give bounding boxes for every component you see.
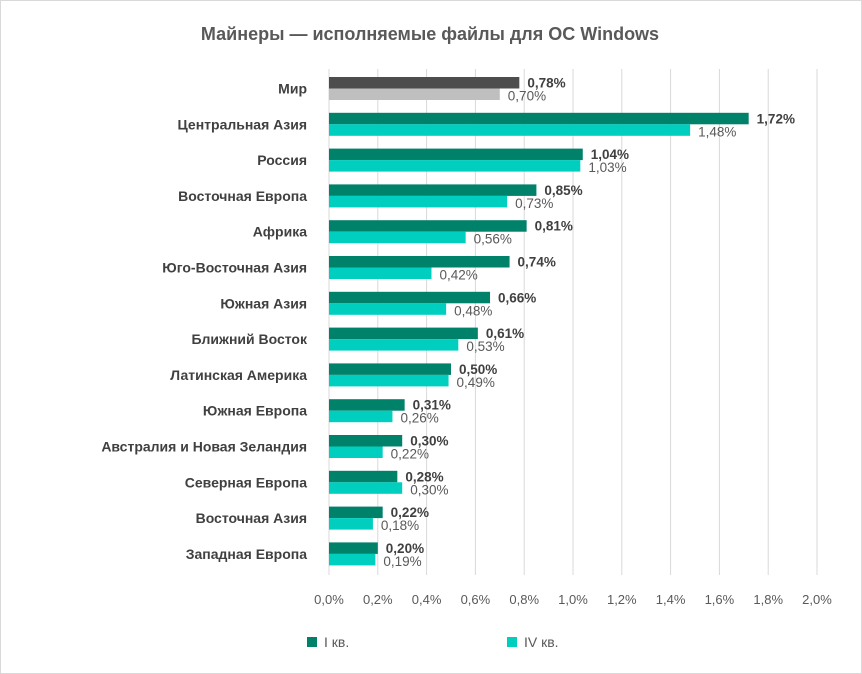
x-tick-label: 0,8% <box>509 592 539 607</box>
data-label-q1: 0,66% <box>498 290 536 305</box>
category-labels: Мир Центральная Азия Россия Восточная Европ… <box>101 81 308 562</box>
data-label-q4: 0,42% <box>439 268 477 283</box>
bar-q4 <box>329 374 449 387</box>
bar-q4 <box>329 446 383 458</box>
data-label-q1: 0,20% <box>386 541 424 556</box>
bar-q1 <box>329 435 403 447</box>
category-label: Центральная Азия <box>178 116 307 132</box>
legend-item-q1: I кв. <box>307 634 349 650</box>
x-tick-label: 0,4% <box>412 592 442 607</box>
x-tick-label: 0,2% <box>363 592 393 607</box>
bar-q4 <box>329 339 459 351</box>
legend-swatch-q4 <box>507 637 517 647</box>
data-label-q1: 0,50% <box>459 362 497 377</box>
data-label-q4: 0,73% <box>515 196 553 211</box>
category-label: Африка <box>253 224 308 240</box>
bar-q4 <box>329 303 447 315</box>
data-label-q4: 0,30% <box>410 482 448 497</box>
bar-q4 <box>329 88 500 100</box>
data-label-q4: 0,48% <box>454 303 492 318</box>
bar-q1 <box>329 220 527 232</box>
bar-q1 <box>329 184 537 196</box>
category-label: Юго-Восточная Азия <box>162 260 307 276</box>
data-label-q1: 0,78% <box>527 76 565 91</box>
data-label-q1: 0,30% <box>410 434 448 449</box>
x-tick-label: 2,0% <box>802 592 832 607</box>
category-label: Латинская Америка <box>170 367 307 383</box>
data-label-q1: 1,72% <box>757 111 795 126</box>
category-label: Ближний Восток <box>191 331 308 347</box>
x-tick-label: 1,2% <box>607 592 637 607</box>
x-tick-label: 1,0% <box>558 592 588 607</box>
chart-title: Майнеры — исполняемые файлы для ОС Windo… <box>200 24 660 44</box>
bar-q4 <box>329 518 373 530</box>
category-label: Северная Европа <box>185 474 307 490</box>
legend-swatch-q1 <box>307 637 317 647</box>
bar-q4 <box>329 482 403 494</box>
data-label-q1: 1,04% <box>591 147 629 162</box>
data-label-q1: 0,61% <box>486 326 524 341</box>
bar-q1 <box>329 542 378 554</box>
x-tick-label: 0,0% <box>314 592 344 607</box>
legend-label-q4: IV кв. <box>524 634 559 650</box>
bar-q1 <box>329 256 510 268</box>
bar-q1 <box>329 363 451 375</box>
data-labels: 0,78%0,70% 1,72% 1,48% 1,04%1,03% 0,85%0,73%… <box>381 76 795 569</box>
x-tick-label: 0,6% <box>461 592 491 607</box>
bar-q1 <box>329 112 749 125</box>
data-label-q4: 0,49% <box>457 375 495 390</box>
bar-q1 <box>329 327 478 340</box>
legend: I кв. IV кв. <box>0 634 862 658</box>
category-label: Австралия и Новая Зеландия <box>101 439 307 455</box>
data-label-q1: 0,74% <box>518 255 556 270</box>
gridlines <box>328 69 818 575</box>
category-label: Южная Европа <box>203 403 307 419</box>
bar-q4 <box>329 160 581 172</box>
bar-q1 <box>329 148 583 161</box>
legend-label-q1: I кв. <box>324 634 350 650</box>
bar-q4 <box>329 195 508 208</box>
data-label-q1: 0,28% <box>405 469 443 484</box>
bar-q1 <box>329 470 398 483</box>
x-tick-label: 1,8% <box>753 592 783 607</box>
category-label: Восточная Азия <box>196 510 307 526</box>
category-label: Восточная Европа <box>178 188 307 204</box>
bar-q1 <box>329 77 520 89</box>
category-label: Южная Азия <box>220 295 307 311</box>
data-label-q4: 1,48% <box>698 124 736 139</box>
data-label-q4: 0,70% <box>508 89 546 104</box>
data-label-q1: 0,85% <box>544 183 582 198</box>
data-label-q4: 0,22% <box>391 447 429 462</box>
data-label-q4: 0,56% <box>474 232 512 247</box>
bar-q4 <box>329 267 432 279</box>
category-label: Мир <box>278 81 307 97</box>
legend-item-q4: IV кв. <box>507 634 559 650</box>
bar-q1 <box>329 291 491 304</box>
bars <box>329 77 749 566</box>
data-label-q4: 0,53% <box>466 339 504 354</box>
category-label: Россия <box>257 152 307 168</box>
x-tick-label: 1,6% <box>705 592 735 607</box>
data-label-q1: 0,31% <box>413 398 451 413</box>
bar-q4 <box>329 231 466 244</box>
data-label-q4: 0,26% <box>400 411 438 426</box>
x-tick-label: 1,4% <box>656 592 686 607</box>
data-label-q4: 0,18% <box>381 518 419 533</box>
bar-q1 <box>329 506 383 519</box>
data-label-q1: 0,81% <box>535 219 573 234</box>
data-label-q1: 0,22% <box>391 505 429 520</box>
data-label-q4: 1,03% <box>588 160 626 175</box>
bar-q4 <box>329 553 376 566</box>
x-axis-ticks: 0,0% 0,2% 0,4% 0,6% 0,8% 1,0% 1,2% 1,4% 1,6% 1,8%… <box>314 592 832 607</box>
category-label: Западная Европа <box>186 546 307 562</box>
bar-q4 <box>329 124 691 136</box>
data-label-q4: 0,19% <box>383 554 421 569</box>
bar-q1 <box>329 399 405 411</box>
bar-q4 <box>329 410 393 423</box>
